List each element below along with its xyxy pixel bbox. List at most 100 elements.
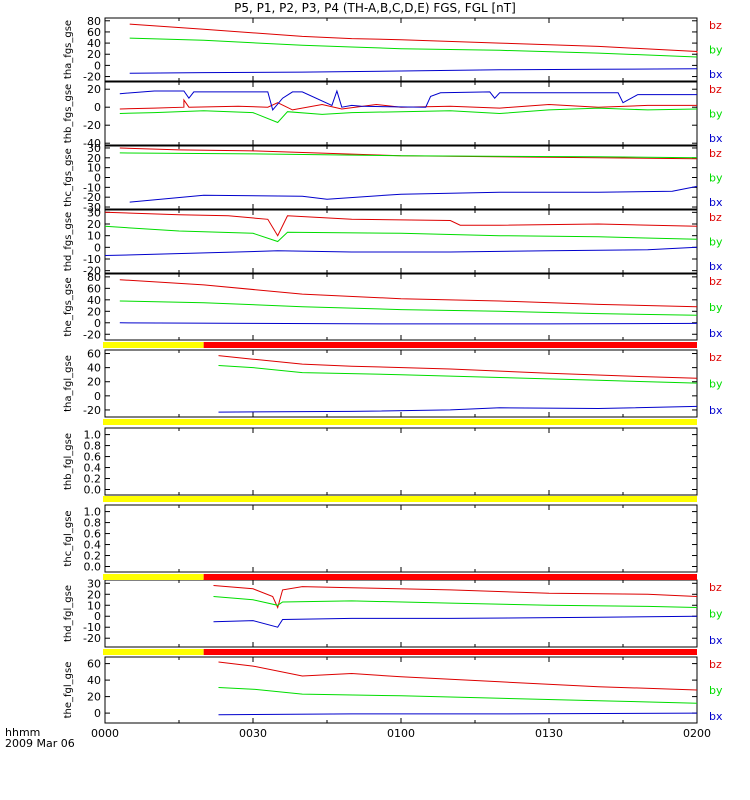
x-tick-label: 0200 <box>683 727 711 740</box>
y-tick-label: -20 <box>83 191 101 204</box>
legend-bz: bz <box>709 83 722 96</box>
legend-by: by <box>709 301 723 314</box>
y-tick-label: 20 <box>87 376 101 389</box>
legend-bz: bz <box>709 658 722 671</box>
y-tick-label: 1.0 <box>84 429 102 442</box>
y-tick-label: 30 <box>87 577 101 590</box>
y-tick-label: 0 <box>94 610 101 623</box>
y-tick-label: 0.2 <box>84 550 102 563</box>
legend-bx: bx <box>709 68 723 81</box>
series-line-bz <box>119 98 697 111</box>
x-tick-label: 0030 <box>239 727 267 740</box>
y-tick-label: 0 <box>94 317 101 330</box>
legend-bx: bx <box>709 132 723 145</box>
y-tick-label: -10 <box>83 181 101 194</box>
series-line-bz <box>129 23 698 54</box>
series-line-bx <box>119 89 697 111</box>
legend-bx: bx <box>709 196 723 209</box>
y-axis-label: thb_fgl_gse <box>63 433 74 490</box>
status-bar-red <box>203 342 697 348</box>
panel-frame <box>104 579 698 648</box>
y-tick-label: 30 <box>87 142 101 155</box>
panel-frame <box>104 504 698 573</box>
y-tick-label: 60 <box>87 348 101 361</box>
y-tick-label: 40 <box>87 362 101 375</box>
y-tick-label: -20 <box>83 71 101 84</box>
series-line-bx <box>104 246 698 256</box>
y-axis-label: the_fgl_gse <box>63 662 74 719</box>
legend-bz: bz <box>709 19 722 32</box>
y-tick-label: 0.2 <box>84 473 102 486</box>
series-line-by <box>129 37 698 58</box>
y-axis-label: tha_fgs_gse <box>63 20 74 79</box>
legend-bz: bz <box>709 211 722 224</box>
series-line-by <box>218 365 698 384</box>
series-line-bz <box>218 661 698 691</box>
legend-by: by <box>709 172 723 185</box>
series-line-bx <box>218 712 698 716</box>
y-tick-label: 10 <box>87 599 101 612</box>
legend-by: by <box>709 378 723 391</box>
y-axis-label: thd_fgs_gse <box>63 212 74 271</box>
y-tick-label: 0.4 <box>84 539 102 552</box>
y-tick-label: 0 <box>94 59 101 72</box>
panel-frame <box>104 17 698 82</box>
y-tick-label: 80 <box>87 271 101 284</box>
legend-bx: bx <box>709 710 723 723</box>
series-line-by <box>104 225 698 243</box>
status-bar-yellow <box>103 649 204 655</box>
y-axis-label: thc_fgl_gse <box>63 510 74 566</box>
y-tick-label: -20 <box>83 404 101 417</box>
x-tick-label: 0000 <box>91 727 119 740</box>
y-tick-label: 60 <box>87 282 101 295</box>
status-bar-red <box>203 574 697 580</box>
y-tick-label: -40 <box>83 137 101 150</box>
y-tick-label: 60 <box>87 26 101 39</box>
series-line-bx <box>119 322 698 325</box>
legend-bz: bz <box>709 147 722 160</box>
y-axis-label: the_fgs_gse <box>63 277 74 336</box>
y-tick-label: 0 <box>94 707 101 720</box>
series-line-bx <box>213 615 698 628</box>
y-axis-label: thb_fgs_gse <box>63 84 74 143</box>
series-line-by <box>213 596 698 608</box>
series-line-bz <box>218 355 698 379</box>
panel-frame <box>104 427 698 496</box>
y-axis-label: tha_fgl_gse <box>63 355 74 412</box>
series-line-by <box>119 107 698 124</box>
y-axis-label: thd_fgl_gse <box>63 585 74 642</box>
legend-bx: bx <box>709 634 723 647</box>
legend-bx: bx <box>709 260 723 273</box>
legend-by: by <box>709 236 723 249</box>
legend-by: by <box>709 108 723 121</box>
series-line-by <box>119 152 698 159</box>
y-tick-label: 20 <box>87 588 101 601</box>
series-line-bx <box>129 68 698 74</box>
legend-bx: bx <box>709 404 723 417</box>
y-tick-label: -20 <box>83 632 101 645</box>
series-line-bz <box>104 211 698 237</box>
y-tick-label: 40 <box>87 674 101 687</box>
y-tick-label: 20 <box>87 83 101 96</box>
status-bar-yellow <box>103 574 204 580</box>
y-tick-label: 10 <box>87 230 101 243</box>
time-axis-label: hhmm <box>5 726 41 739</box>
y-tick-label: 30 <box>87 206 101 219</box>
y-tick-label: 0.8 <box>84 440 102 453</box>
y-tick-label: -10 <box>83 621 101 634</box>
y-tick-label: 0.6 <box>84 451 102 464</box>
series-line-by <box>119 300 698 316</box>
y-tick-label: 40 <box>87 37 101 50</box>
date-label: 2009 Mar 06 <box>5 737 75 750</box>
y-tick-label: 0.0 <box>84 484 102 497</box>
y-tick-label: 20 <box>87 48 101 61</box>
y-tick-label: 60 <box>87 658 101 671</box>
legend-bz: bz <box>709 275 722 288</box>
y-tick-label: 0.8 <box>84 517 102 530</box>
legend-bx: bx <box>709 327 723 340</box>
y-tick-label: 1.0 <box>84 506 102 519</box>
y-tick-label: 0 <box>94 101 101 114</box>
y-tick-label: 0 <box>94 241 101 254</box>
chart-title: P5, P1, P2, P3, P4 (TH-A,B,C,D,E) FGS, F… <box>234 1 516 15</box>
